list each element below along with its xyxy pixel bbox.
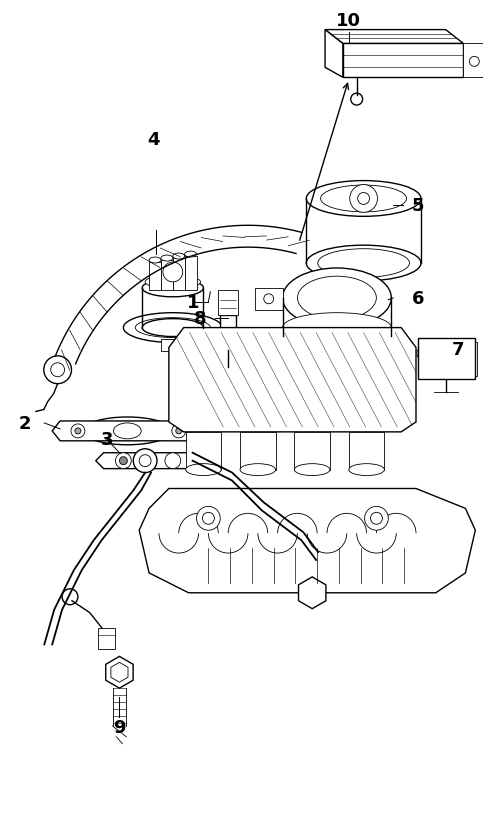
Text: 9: 9 (113, 718, 126, 736)
Circle shape (120, 457, 127, 465)
Bar (295, 432, 330, 470)
Ellipse shape (149, 258, 161, 263)
Ellipse shape (318, 249, 410, 278)
Bar (149, 262, 161, 291)
Ellipse shape (349, 465, 384, 476)
Circle shape (358, 193, 369, 205)
Text: 6: 6 (412, 290, 424, 307)
Polygon shape (325, 31, 464, 45)
Ellipse shape (100, 422, 155, 440)
Circle shape (116, 453, 131, 469)
Circle shape (176, 428, 182, 435)
Ellipse shape (173, 253, 185, 260)
Circle shape (62, 589, 78, 605)
Polygon shape (169, 328, 416, 432)
Ellipse shape (114, 423, 141, 440)
Ellipse shape (83, 417, 172, 445)
Circle shape (469, 57, 479, 67)
Circle shape (203, 513, 214, 525)
Ellipse shape (282, 313, 391, 343)
Text: 3: 3 (100, 431, 113, 448)
Polygon shape (52, 421, 207, 441)
Bar (173, 258, 185, 291)
Ellipse shape (306, 181, 421, 217)
Ellipse shape (282, 268, 391, 328)
Bar (218, 291, 238, 315)
Bar (240, 432, 276, 470)
Text: 4: 4 (147, 131, 159, 149)
Bar (161, 340, 185, 352)
Bar (161, 261, 173, 291)
Ellipse shape (240, 465, 276, 476)
Circle shape (264, 295, 274, 305)
Bar (186, 432, 221, 470)
Ellipse shape (145, 276, 201, 290)
Polygon shape (343, 45, 464, 78)
Ellipse shape (185, 252, 196, 258)
Circle shape (196, 507, 220, 531)
Ellipse shape (295, 465, 330, 476)
Circle shape (165, 453, 181, 469)
Ellipse shape (123, 313, 222, 343)
Text: 7: 7 (451, 341, 464, 359)
Bar (98, 628, 116, 650)
Circle shape (417, 345, 435, 363)
Text: 10: 10 (336, 12, 361, 30)
Text: 5: 5 (412, 197, 424, 215)
Circle shape (421, 349, 431, 359)
Text: 1: 1 (187, 293, 200, 311)
Polygon shape (325, 31, 343, 78)
Bar (255, 288, 282, 310)
Ellipse shape (306, 246, 421, 282)
Circle shape (351, 94, 363, 106)
Ellipse shape (142, 320, 204, 337)
Ellipse shape (142, 280, 204, 297)
Bar (464, 45, 485, 78)
Circle shape (139, 455, 151, 467)
Ellipse shape (321, 185, 407, 213)
Bar (185, 257, 196, 291)
Circle shape (431, 345, 449, 363)
Ellipse shape (297, 277, 376, 320)
Text: 2: 2 (18, 415, 31, 432)
Polygon shape (139, 489, 475, 593)
Ellipse shape (161, 256, 173, 262)
Text: 8: 8 (194, 310, 207, 327)
Circle shape (133, 450, 157, 473)
Circle shape (75, 428, 81, 435)
Circle shape (370, 513, 382, 525)
Circle shape (44, 356, 71, 384)
Bar (457, 343, 477, 377)
Circle shape (71, 425, 85, 438)
Circle shape (364, 507, 388, 531)
Ellipse shape (135, 318, 210, 338)
Bar (418, 338, 475, 380)
Circle shape (350, 185, 378, 213)
Bar (220, 315, 236, 337)
Bar (349, 432, 384, 470)
Ellipse shape (186, 465, 221, 476)
Circle shape (163, 262, 183, 282)
Circle shape (172, 425, 186, 438)
Circle shape (165, 320, 181, 336)
Circle shape (51, 363, 65, 378)
Circle shape (435, 349, 445, 359)
Polygon shape (96, 453, 197, 469)
